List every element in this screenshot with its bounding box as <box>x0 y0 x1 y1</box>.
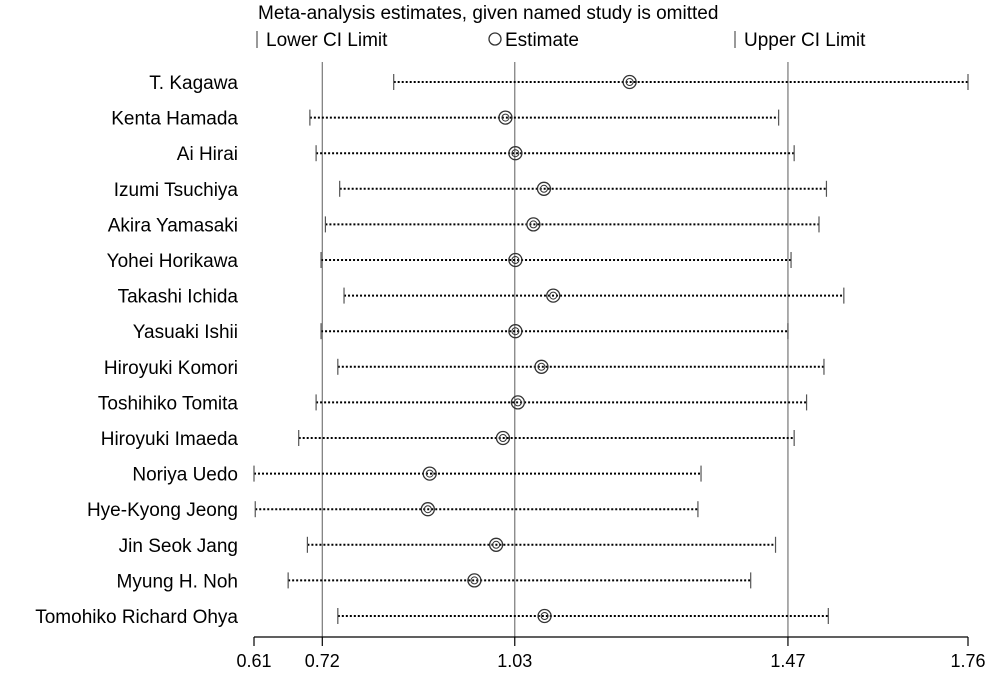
legend-upper-ci-label: Upper CI Limit <box>744 30 866 51</box>
study-label: Kenta Hamada <box>111 109 238 130</box>
study-label: Yasuaki Ishii <box>133 322 238 343</box>
x-tick-label: 0.72 <box>305 651 340 671</box>
estimate-point-inner <box>423 505 432 514</box>
study-row: Akira Yamasaki <box>108 215 820 236</box>
estimate-point <box>508 252 523 268</box>
study-label: Takashi Ichida <box>118 287 239 308</box>
x-tick-label: 1.47 <box>770 651 805 671</box>
study-row: Hiroyuki Komori <box>104 358 825 379</box>
study-row: Yasuaki Ishii <box>133 322 789 343</box>
x-tick-label: 0.61 <box>236 651 271 671</box>
reference-lines <box>321 62 789 637</box>
estimate-point <box>495 430 511 446</box>
study-label: Noriya Uedo <box>132 465 238 486</box>
study-row: Izumi Tsuchiya <box>114 180 828 201</box>
estimate-point-inner <box>511 327 520 336</box>
study-row: Takashi Ichida <box>118 287 845 308</box>
estimate-point <box>498 110 513 125</box>
study-label: Myung H. Noh <box>117 571 238 592</box>
estimate-point <box>422 466 437 481</box>
estimate-point <box>488 537 504 552</box>
study-row: Yohei Horikawa <box>107 251 792 272</box>
study-label: Hiroyuki Imaeda <box>101 429 239 450</box>
estimate-point-inner <box>470 576 479 585</box>
estimate-point <box>508 324 523 339</box>
estimate-point-inner <box>511 149 520 158</box>
study-row: Hiroyuki Imaeda <box>101 429 795 450</box>
estimate-point <box>420 502 435 517</box>
estimate-point-inner <box>537 362 546 371</box>
x-tick-label: 1.03 <box>497 651 532 671</box>
estimate-point-inner <box>625 78 634 86</box>
study-row: Tomohiko Richard Ohya <box>35 607 829 628</box>
study-label: Hiroyuki Komori <box>104 358 238 379</box>
estimate-point <box>526 217 541 232</box>
legend-estimate-label: Estimate <box>505 30 579 51</box>
estimate-point-inner <box>549 291 558 300</box>
study-row: Hye-Kyong Jeong <box>87 500 699 521</box>
estimate-point <box>510 395 526 410</box>
legend: Lower CI Limit Estimate Upper CI Limit <box>256 30 866 51</box>
estimate-point-inner <box>513 398 522 407</box>
estimate-point <box>467 573 482 588</box>
study-row: Toshihiko Tomita <box>98 393 808 414</box>
study-row: Ai Hirai <box>177 144 795 165</box>
study-row: Myung H. Noh <box>117 571 752 592</box>
estimate-point-inner <box>501 113 510 122</box>
legend-estimate-marker <box>488 32 502 46</box>
estimate-point <box>536 181 552 196</box>
study-label: Yohei Horikawa <box>107 251 239 272</box>
study-label: Akira Yamasaki <box>108 215 238 236</box>
study-rows: T. Kagawa Kenta Hamada Ai Hirai Izumi Tsuch… <box>35 73 969 628</box>
estimate-point <box>534 359 549 374</box>
study-label: Hye-Kyong Jeong <box>87 500 238 521</box>
study-label: Izumi Tsuchiya <box>114 180 239 201</box>
estimate-point-inner <box>425 469 434 478</box>
estimate-point <box>546 288 561 303</box>
study-row: Noriya Uedo <box>132 465 702 486</box>
x-tick-label: 1.76 <box>950 651 985 671</box>
estimate-point-inner <box>492 540 501 549</box>
estimate-point-inner <box>511 256 520 264</box>
study-label: Tomohiko Richard Ohya <box>35 607 238 628</box>
legend-lower-ci-label: Lower CI Limit <box>266 30 388 51</box>
estimate-point <box>622 74 637 90</box>
study-label: T. Kagawa <box>149 73 238 94</box>
study-label: Ai Hirai <box>177 144 238 165</box>
study-row: T. Kagawa <box>149 73 969 94</box>
study-row: Jin Seok Jang <box>119 536 777 557</box>
chart-title: Meta-analysis estimates, given named stu… <box>258 3 718 24</box>
estimate-point-inner <box>540 612 549 620</box>
estimate-point <box>508 146 523 161</box>
study-label: Toshihiko Tomita <box>98 393 239 414</box>
estimate-point-inner <box>498 434 507 442</box>
study-label: Jin Seok Jang <box>119 536 238 557</box>
x-axis: 0.61 0.72 1.03 1.47 1.76 <box>236 636 986 671</box>
study-row: Kenta Hamada <box>111 109 780 130</box>
estimate-point-inner <box>529 220 538 229</box>
estimate-point-inner <box>539 184 548 193</box>
estimate-point <box>537 608 552 624</box>
